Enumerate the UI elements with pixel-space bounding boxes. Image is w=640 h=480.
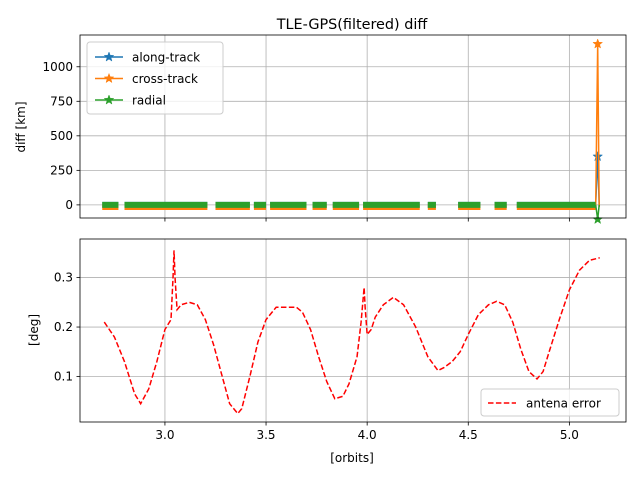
legend-box: [480, 388, 620, 417]
bottom-axes-frame: [79, 238, 627, 423]
bottom-x-tick-label: 4.5: [459, 428, 478, 442]
legend-marker: [103, 51, 115, 62]
top-ticks: 0 250 500 750 1000: [42, 60, 570, 222]
bottom-y-axis-label: [deg]: [27, 314, 41, 346]
bottom-plot: 3.0 3.5 4.0 4.5 5.00.10.20.3 [orbits] [deg] …: [27, 238, 627, 465]
top-axes-frame: [79, 34, 627, 219]
bottom-x-tick-label: 3.5: [256, 428, 275, 442]
bottom-x-tick-label: 3.0: [155, 428, 174, 442]
legend-label: along-track: [132, 51, 200, 65]
legend-box: [86, 41, 224, 115]
bottom-series-group: [103, 250, 600, 415]
legend-entry-cross-track: cross-track: [95, 72, 198, 86]
series-antena-error: [103, 250, 600, 415]
legend-marker: [103, 94, 115, 105]
data-point: [592, 38, 604, 49]
bottom-x-tick-label: 5.0: [560, 428, 579, 442]
top-y-tick-label: 0: [65, 198, 73, 212]
bottom-x-tick-label: 4.0: [358, 428, 377, 442]
legend-entry-along-track: along-track: [95, 51, 200, 65]
top-chart-title: TLE-GPS(filtered) diff: [276, 17, 429, 33]
bottom-y-tick-label: 0.2: [54, 320, 73, 334]
legend-label: antena error: [526, 397, 601, 411]
bottom-y-tick-label: 0.1: [54, 369, 73, 383]
top-legend: along-track cross-track radial: [86, 41, 224, 115]
top-y-axis-label: diff [km]: [14, 101, 28, 152]
legend-marker: [103, 72, 115, 84]
top-y-tick-label: 500: [50, 129, 73, 143]
series-radial: [102, 201, 604, 225]
top-y-tick-label: 250: [50, 163, 73, 177]
data-point: [592, 150, 604, 162]
bottom-ticks: 3.0 3.5 4.0 4.5 5.0 0.1 0.2 0.3: [54, 271, 579, 442]
top-y-tick-label: 1000: [42, 60, 73, 74]
bottom-x-axis-label: [orbits]: [330, 451, 374, 465]
legend-label: radial: [132, 94, 166, 108]
top-series-group: [102, 38, 604, 225]
bottom-legend: antena error: [480, 388, 620, 417]
legend-entry-radial: radial: [95, 94, 166, 108]
bottom-y-tick-label: 0.3: [54, 271, 73, 285]
top-y-tick-label: 750: [50, 94, 73, 108]
legend-entry-antena-error: antena error: [488, 397, 601, 411]
top-plot: 0 250 500 750 1000 diff [km] along-track cros…: [14, 34, 627, 225]
legend-label: cross-track: [132, 72, 198, 86]
